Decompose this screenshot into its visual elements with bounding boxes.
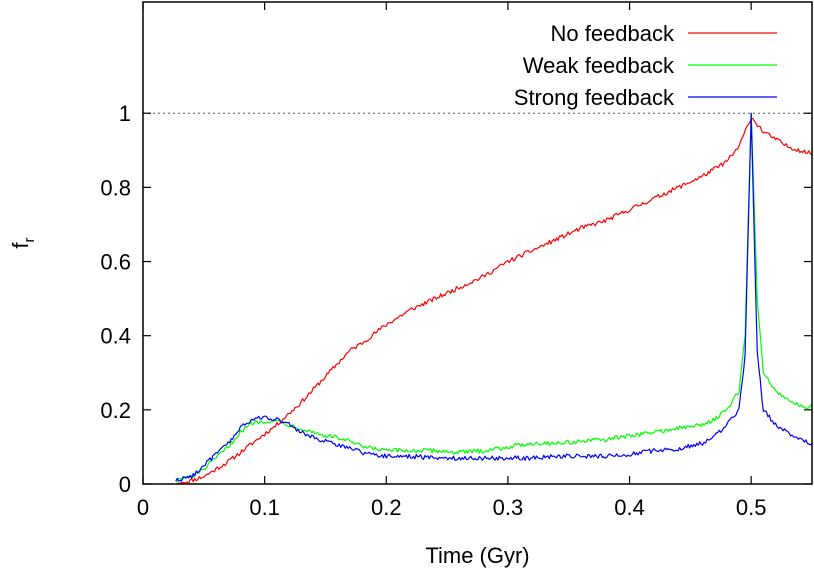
y-tick-label: 0.4 (100, 324, 131, 349)
x-tick-label: 0.1 (249, 495, 280, 520)
x-tick-label: 0.3 (493, 495, 524, 520)
series-layer (175, 112, 813, 485)
y-tick-label: 0.6 (100, 250, 131, 275)
series-line-no-feedback (175, 117, 812, 485)
ticks-layer: 0 0.1 0.2 0.3 0.4 0.5 0 0.2 0.4 0.6 0.8 1 (100, 2, 812, 520)
series-line-strong-feedback (175, 112, 813, 482)
x-tick-label: 0.4 (614, 495, 645, 520)
y-tick-label: 0.8 (100, 175, 131, 200)
y-axis-label-main: f (8, 242, 33, 249)
x-tick-label: 0.2 (371, 495, 402, 520)
x-tick-label: 0 (137, 495, 149, 520)
series-line-weak-feedback (175, 112, 813, 483)
y-tick-label: 0 (119, 472, 131, 497)
legend-label: Weak feedback (523, 53, 675, 78)
x-tick-label: 0.5 (736, 495, 767, 520)
legend: No feedback Weak feedback Strong feedback (514, 21, 777, 110)
y-tick-label: 0.2 (100, 398, 131, 423)
legend-label: No feedback (550, 21, 675, 46)
x-axis-label: Time (Gyr) (425, 543, 529, 568)
plot-frame (142, 1, 813, 485)
y-tick-label: 1 (119, 101, 131, 126)
y-axis-label-subscript: r (21, 237, 38, 242)
legend-label: Strong feedback (514, 85, 675, 110)
y-axis-label: fr (8, 237, 38, 248)
